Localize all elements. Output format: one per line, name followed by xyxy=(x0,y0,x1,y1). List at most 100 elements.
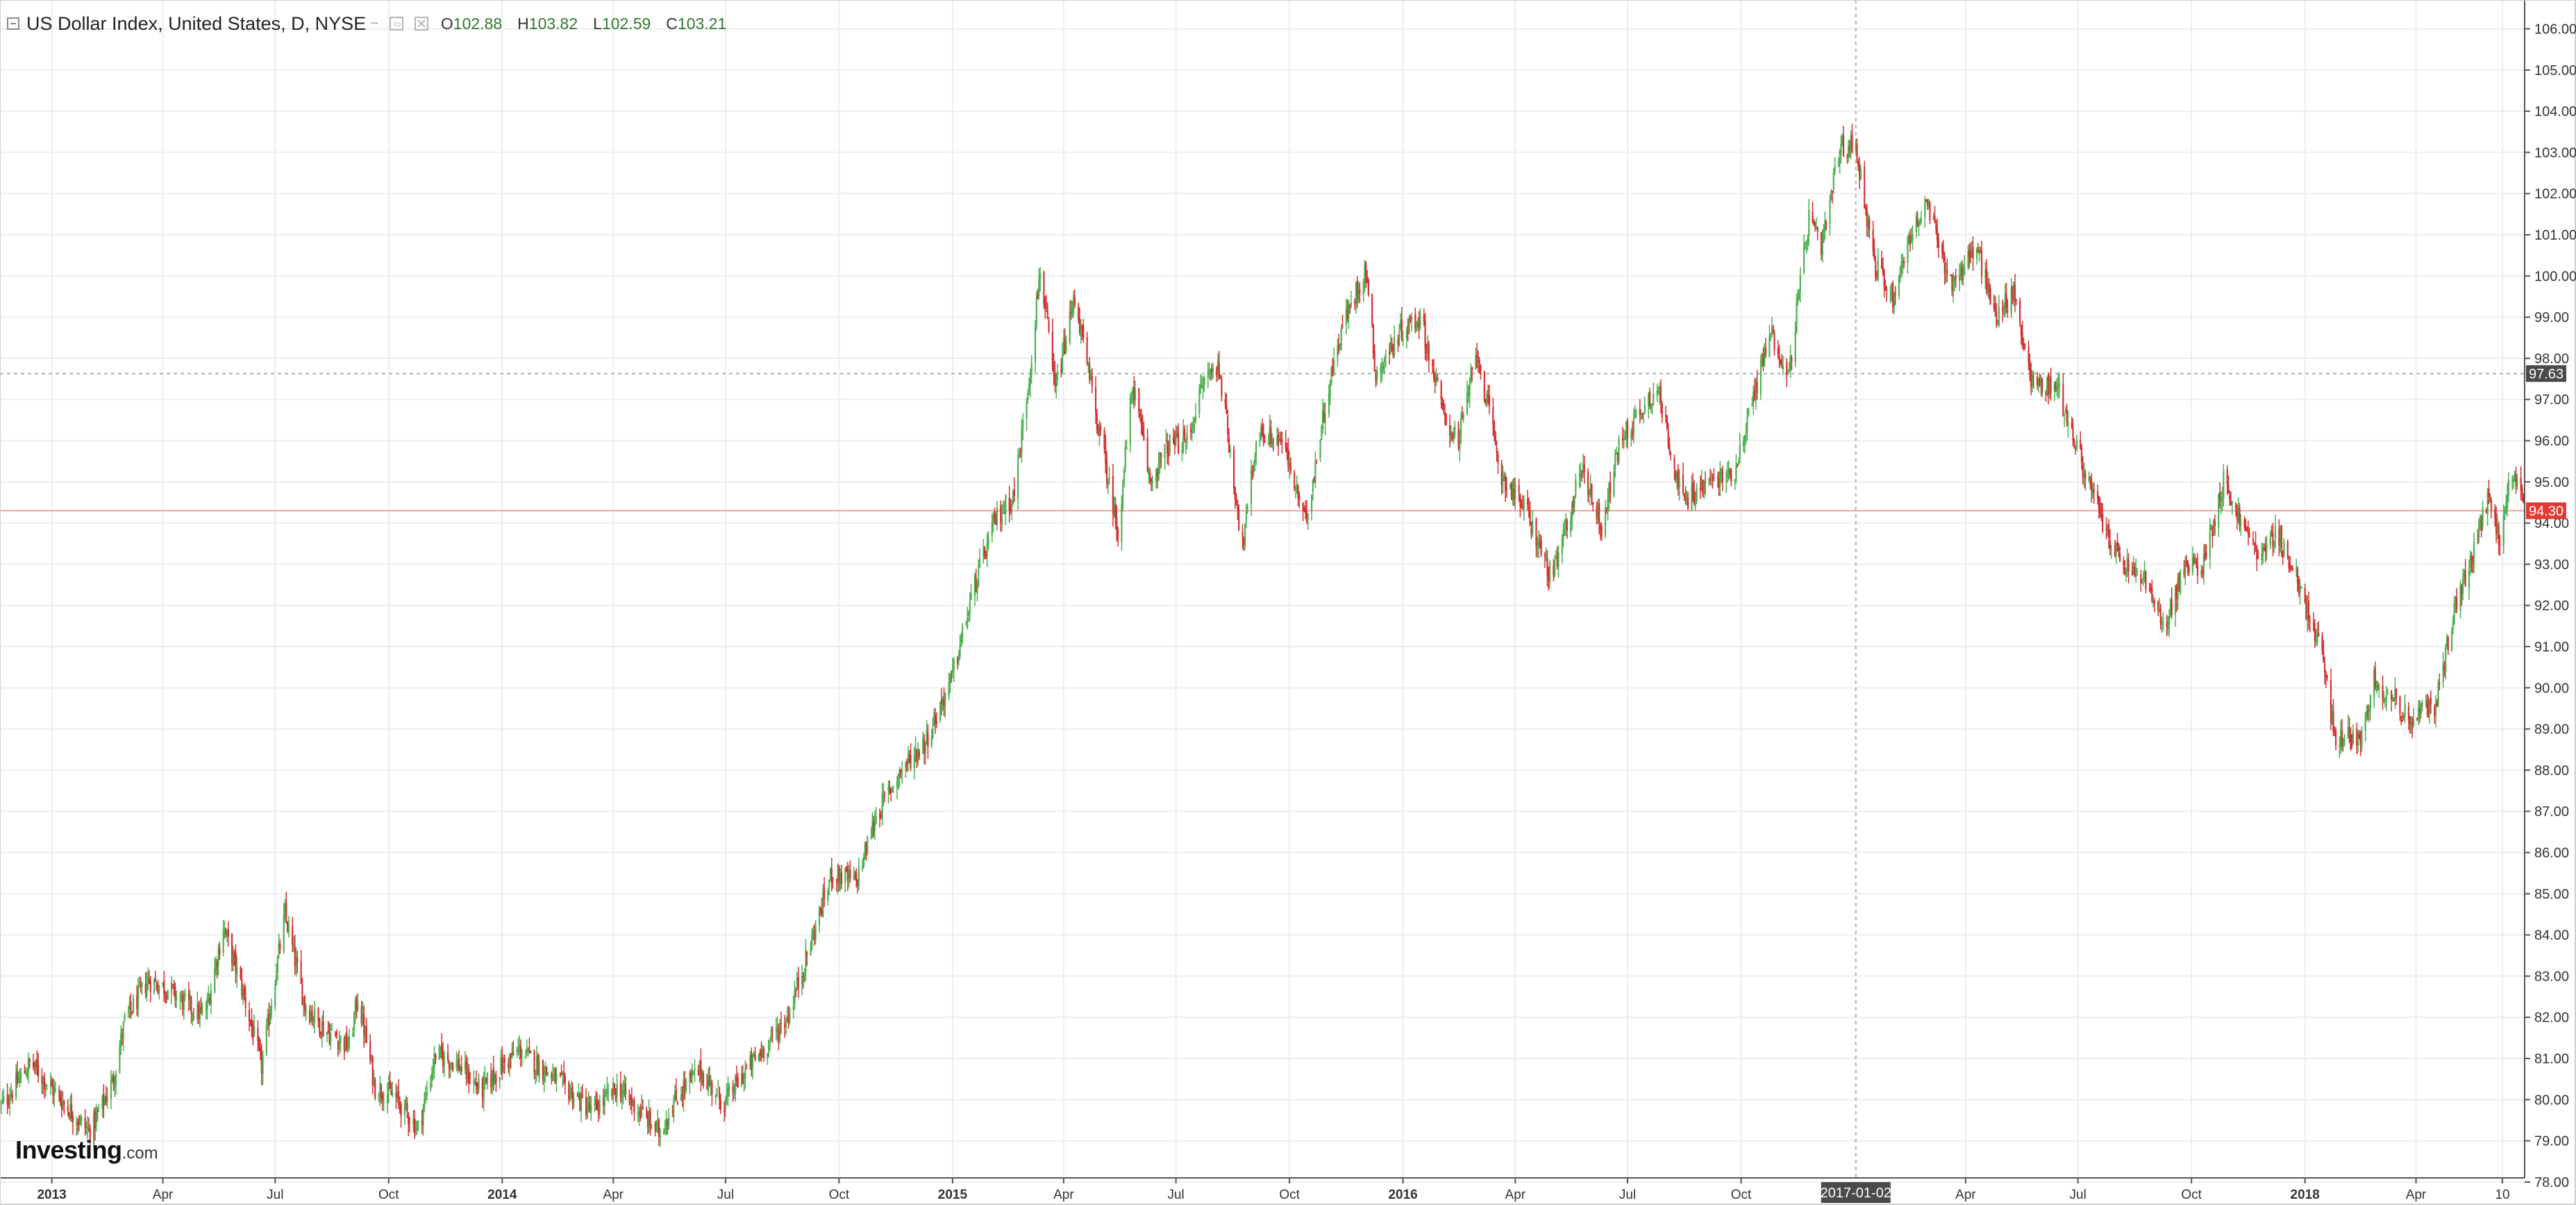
candle-body xyxy=(1614,453,1616,469)
candle-body xyxy=(87,1127,89,1129)
candle-body xyxy=(1332,359,1335,374)
candle-body xyxy=(1607,498,1609,509)
candle-body xyxy=(2029,360,2031,372)
candle-body xyxy=(819,908,821,912)
candle-body xyxy=(374,1079,376,1099)
candle-body xyxy=(1892,283,1894,308)
candle-body xyxy=(797,977,799,988)
candle-body xyxy=(362,1013,364,1022)
candle-body xyxy=(581,1094,583,1098)
candle-body xyxy=(1884,287,1887,291)
candle-body xyxy=(1514,484,1516,499)
candle-body xyxy=(1532,520,1534,533)
candle-body xyxy=(603,1094,605,1106)
candle-body xyxy=(62,1101,64,1107)
candle-body xyxy=(2459,585,2461,611)
candle-body xyxy=(1626,421,1629,438)
candle-body xyxy=(1621,438,1624,440)
candle-body xyxy=(854,873,856,874)
candle-body xyxy=(1238,509,1240,530)
candle-body xyxy=(1504,475,1507,491)
remove-icon[interactable] xyxy=(414,17,428,31)
candle-body xyxy=(1139,414,1141,416)
candle-body xyxy=(1221,379,1223,397)
candle-body xyxy=(2264,547,2266,551)
candle-body xyxy=(1526,498,1529,505)
candle-body xyxy=(198,1004,200,1020)
candle-body xyxy=(269,1014,271,1024)
candle-body xyxy=(2177,577,2179,599)
candle-body xyxy=(495,1076,497,1083)
candle-body xyxy=(1834,165,1836,172)
candle-body xyxy=(486,1073,489,1083)
candle-body xyxy=(144,983,147,994)
candle-body xyxy=(1755,379,1757,399)
candle-body xyxy=(1891,283,1893,296)
candle-body xyxy=(1443,407,1445,410)
last-price-label-bg xyxy=(2526,502,2566,520)
candle-body xyxy=(1289,463,1291,471)
candle-body xyxy=(1673,458,1675,469)
candle-body xyxy=(1600,527,1603,537)
candle-body xyxy=(510,1054,512,1058)
candle-body xyxy=(1823,229,1825,243)
collapse-icon[interactable] xyxy=(7,17,19,30)
candle-body xyxy=(2107,524,2109,528)
candle-body xyxy=(1857,162,1859,167)
candle-body xyxy=(986,543,988,557)
candle-body xyxy=(265,1024,267,1054)
candle-body xyxy=(1166,440,1169,454)
candle-body xyxy=(2421,701,2423,707)
candle-body xyxy=(1414,313,1416,329)
y-tick-label: 81.00 xyxy=(2534,1052,2569,1067)
candle-body xyxy=(1269,426,1271,443)
candle-body xyxy=(612,1081,614,1095)
candle-body xyxy=(662,1131,665,1134)
candle-body xyxy=(956,658,959,663)
candle-body xyxy=(2171,598,2173,615)
candle-body xyxy=(2118,543,2120,551)
candle-body xyxy=(331,1029,333,1030)
candle-body xyxy=(317,1008,319,1022)
candle-body xyxy=(338,1041,340,1049)
candle-body xyxy=(1250,470,1253,505)
candle-body xyxy=(59,1094,62,1102)
x-tick-label: 10 xyxy=(2495,1188,2509,1202)
candle-body xyxy=(1034,326,1037,362)
candle-body xyxy=(719,1098,721,1110)
x-tick-label: 2013 xyxy=(37,1188,66,1202)
candle-body xyxy=(475,1082,478,1087)
candle-body xyxy=(1454,425,1456,435)
candle-body xyxy=(1851,134,1853,152)
candle-body xyxy=(982,547,985,556)
candle-body xyxy=(430,1082,432,1090)
candle-body xyxy=(1716,476,1718,480)
candle-body xyxy=(1062,339,1064,355)
candle-body xyxy=(2366,710,2368,717)
candle-body xyxy=(503,1058,505,1063)
candle-body xyxy=(408,1114,410,1124)
candle-body xyxy=(1659,386,1662,402)
candle-body xyxy=(762,1048,764,1056)
candle-body xyxy=(1837,162,1840,167)
candle-body xyxy=(1134,389,1137,401)
candle-body xyxy=(1081,325,1083,330)
candle-body xyxy=(1971,248,1973,257)
candle-body xyxy=(1194,415,1197,422)
candle-body xyxy=(69,1104,72,1117)
candle-body xyxy=(810,947,812,956)
candle-body xyxy=(2359,736,2361,746)
candle-body xyxy=(908,754,910,756)
visibility-icon[interactable] xyxy=(389,17,403,31)
candle-body xyxy=(733,1093,735,1096)
candle-body xyxy=(1889,295,1891,297)
candle-body xyxy=(2367,710,2369,713)
y-tick-label: 102.00 xyxy=(2534,187,2576,202)
candle-body xyxy=(1676,471,1678,480)
candle-body xyxy=(1484,399,1487,403)
candle-body xyxy=(960,637,962,642)
candle-body xyxy=(120,1033,122,1048)
candle-body xyxy=(136,995,138,1009)
candle-body xyxy=(2064,414,2066,415)
